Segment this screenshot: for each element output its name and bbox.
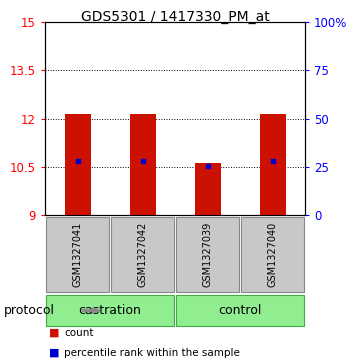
Text: GSM1327042: GSM1327042 — [138, 221, 147, 287]
Text: GSM1327039: GSM1327039 — [203, 221, 212, 287]
Text: percentile rank within the sample: percentile rank within the sample — [64, 348, 240, 358]
Text: ■: ■ — [49, 348, 59, 358]
Text: GSM1327041: GSM1327041 — [72, 221, 83, 287]
Bar — [130, 114, 155, 215]
FancyBboxPatch shape — [46, 295, 174, 326]
Text: ■: ■ — [49, 328, 59, 338]
Bar — [195, 163, 220, 215]
Text: castration: castration — [78, 304, 141, 317]
FancyBboxPatch shape — [241, 217, 304, 292]
FancyBboxPatch shape — [111, 217, 174, 292]
Text: GSM1327040: GSM1327040 — [267, 221, 278, 287]
Text: protocol: protocol — [4, 304, 55, 317]
Bar — [64, 114, 91, 215]
Text: GDS5301 / 1417330_PM_at: GDS5301 / 1417330_PM_at — [80, 10, 270, 24]
Bar — [259, 114, 286, 215]
Text: count: count — [64, 328, 94, 338]
Text: control: control — [218, 304, 262, 317]
FancyBboxPatch shape — [46, 217, 109, 292]
FancyBboxPatch shape — [176, 217, 239, 292]
FancyBboxPatch shape — [176, 295, 304, 326]
